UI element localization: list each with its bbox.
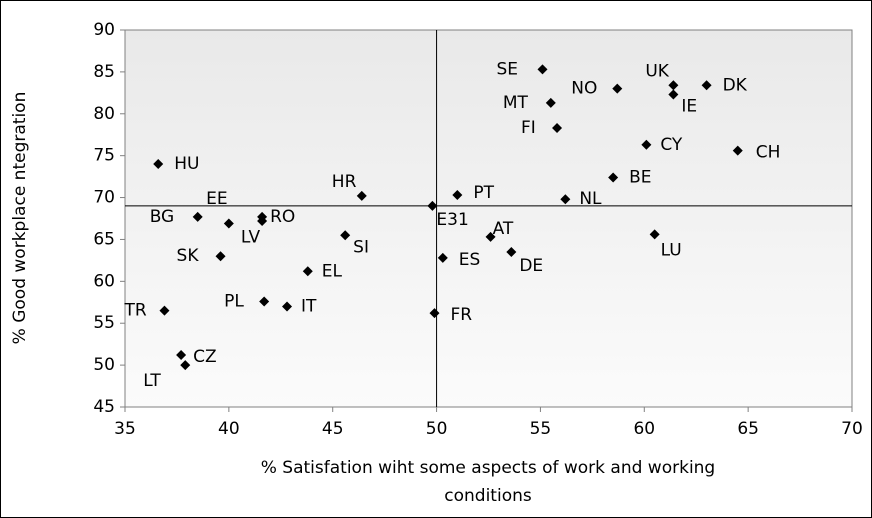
x-tick-label: 50 [426,419,448,439]
marker [429,308,440,319]
point-label: BE [629,167,651,187]
point-label: AT [493,219,514,239]
point-label: LT [143,371,161,391]
point-label: DK [723,75,748,95]
point-label: LU [661,240,682,260]
y-tick-label: 70 [93,188,115,208]
marker [452,190,463,201]
marker [223,218,234,229]
point-label: SK [177,246,200,266]
marker [612,83,623,94]
y-tick-label: 65 [93,229,115,249]
marker [340,230,351,241]
marker [427,200,438,211]
x-tick-label: 35 [114,419,136,439]
x-tick-label: 55 [530,419,552,439]
marker [180,360,191,371]
marker [257,216,268,227]
point-label: UK [645,61,669,81]
marker [732,145,743,156]
x-tick-label: 60 [633,419,655,439]
point-label: CH [756,143,781,163]
point-label: PT [473,183,494,203]
marker [668,89,679,100]
point-label: SI [353,237,369,257]
marker [552,123,563,134]
y-tick-label: 60 [93,271,115,291]
marker [649,229,660,240]
point-label: FI [521,118,536,138]
x-tick-label: 65 [737,419,759,439]
x-tick-label: 70 [841,419,863,439]
y-tick-label: 55 [93,313,115,333]
marker [282,301,293,312]
y-tick-label: 80 [93,104,115,124]
marker [302,266,313,277]
point-label: NO [571,79,597,99]
point-label: IE [681,97,697,117]
y-tick-label: 85 [93,62,115,82]
marker [176,350,187,361]
marker [356,190,367,201]
x-axis-label: conditions [444,486,532,506]
point-label: EL [322,261,343,281]
marker [537,64,548,75]
y-tick-label: 75 [93,146,115,166]
marker [506,247,517,258]
point-label: HU [174,154,199,174]
point-label: CZ [193,347,217,367]
marker [159,305,170,316]
marker [485,231,496,242]
point-label: SE [497,59,519,79]
plot-area [124,29,853,408]
point-label: CY [660,135,683,155]
point-label: DE [519,256,543,276]
point-label: PL [224,291,244,311]
x-axis-label: % Satisfation wiht some aspects of work … [261,458,715,478]
point-label: TR [123,301,146,321]
point-label: EE [206,189,227,209]
y-tick-label: 50 [93,355,115,375]
y-axis-label: % Good workplace ntegration [10,92,30,345]
marker [259,296,270,307]
marker [701,80,712,91]
point-label: RO [270,207,295,227]
marker [668,80,679,91]
marker [192,211,203,222]
point-label: LV [241,228,261,248]
point-label: E31 [436,210,468,230]
marker [215,251,226,262]
point-label: ES [459,250,481,270]
point-label: FR [450,305,472,325]
point-label: MT [503,93,529,113]
x-tick-label: 45 [322,419,344,439]
marker [560,194,571,205]
y-tick-label: 90 [93,20,115,40]
marker [608,172,619,183]
x-tick-label: 40 [218,419,240,439]
point-label: IT [301,296,317,316]
marker [545,97,556,108]
point-label: NL [579,189,602,209]
point-label: HR [332,172,357,192]
marker [641,139,652,150]
marker [437,252,448,263]
marker [153,159,164,170]
y-tick-label: 45 [93,397,115,417]
point-label: BG [150,207,175,227]
